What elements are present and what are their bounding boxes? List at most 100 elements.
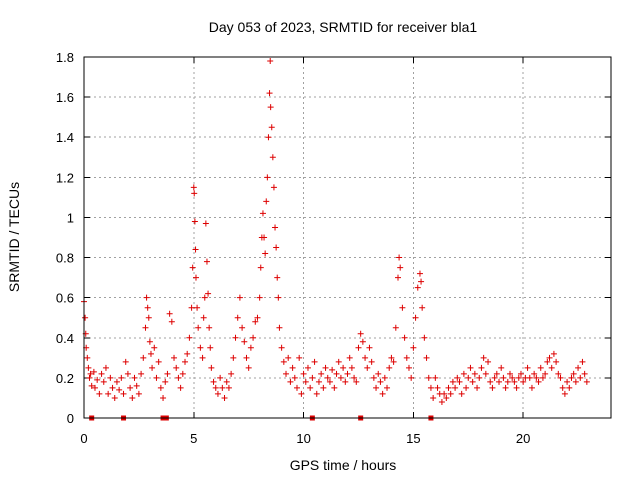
y-tick-label: 1 [67, 210, 74, 225]
data-point [414, 284, 421, 291]
data-point [192, 246, 199, 253]
data-point [256, 294, 263, 301]
data-point [82, 314, 89, 321]
data-point [568, 374, 575, 381]
data-point [548, 364, 555, 371]
data-point [491, 374, 498, 381]
data-point [267, 104, 274, 111]
data-points [81, 58, 590, 405]
data-point [480, 354, 487, 361]
data-point [489, 384, 496, 391]
data-point [531, 370, 538, 377]
data-point [318, 370, 325, 377]
data-point [430, 394, 437, 401]
data-point [412, 314, 419, 321]
data-point [471, 370, 478, 377]
data-point [309, 374, 316, 381]
data-point [208, 364, 215, 371]
data-point [524, 364, 531, 371]
data-point [86, 374, 93, 381]
data-point [144, 304, 151, 311]
data-point [261, 234, 268, 241]
data-point [553, 358, 560, 365]
data-point [416, 270, 423, 277]
data-point [175, 374, 182, 381]
data-point [113, 378, 120, 385]
data-point [85, 364, 92, 371]
data-point [311, 358, 318, 365]
data-point [190, 184, 197, 191]
data-point [129, 394, 136, 401]
data-point [149, 364, 156, 371]
data-point [199, 354, 206, 361]
data-point [533, 374, 540, 381]
data-point [109, 384, 116, 391]
data-point [443, 394, 450, 401]
data-point [266, 90, 273, 97]
data-point [245, 364, 252, 371]
data-point [456, 378, 463, 385]
data-point [276, 324, 283, 331]
data-point [500, 374, 507, 381]
data-point [340, 364, 347, 371]
data-point [423, 354, 430, 361]
data-point [476, 374, 483, 381]
data-point [267, 58, 274, 65]
data-point [355, 344, 362, 351]
data-point [346, 354, 353, 361]
data-point [206, 324, 213, 331]
x-tick-label: 10 [296, 431, 310, 446]
data-point [408, 374, 415, 381]
data-point [557, 374, 564, 381]
data-point [386, 364, 393, 371]
data-point [298, 390, 305, 397]
x-axis-label: GPS time / hours [290, 457, 397, 473]
data-point [375, 370, 382, 377]
data-point [390, 358, 397, 365]
data-point [296, 354, 303, 361]
data-point [335, 358, 342, 365]
data-point [506, 370, 513, 377]
data-point [392, 324, 399, 331]
data-point [331, 384, 338, 391]
data-point [313, 390, 320, 397]
data-point [396, 254, 403, 261]
data-point [344, 370, 351, 377]
data-point [285, 354, 292, 361]
data-point [333, 370, 340, 377]
data-point [88, 382, 95, 389]
data-point [195, 324, 202, 331]
data-point [243, 354, 250, 361]
data-point [425, 374, 432, 381]
data-point [564, 378, 571, 385]
data-point [353, 378, 360, 385]
y-tick-label: 0 [67, 411, 74, 426]
data-point [320, 384, 327, 391]
data-point [262, 250, 269, 257]
data-point [572, 378, 579, 385]
data-point [91, 384, 98, 391]
data-point [188, 304, 195, 311]
data-point [162, 378, 169, 385]
data-point [118, 374, 125, 381]
data-point [575, 364, 582, 371]
data-point [135, 390, 142, 397]
data-point [405, 364, 412, 371]
x-tick-label: 5 [190, 431, 197, 446]
data-point [100, 378, 107, 385]
data-point [210, 378, 217, 385]
data-point [438, 398, 445, 405]
data-point [410, 344, 417, 351]
data-point [515, 374, 522, 381]
data-point [509, 374, 516, 381]
data-point [482, 370, 489, 377]
data-point [272, 224, 279, 231]
data-point [269, 154, 276, 161]
data-point [207, 344, 214, 351]
data-point [579, 358, 586, 365]
data-point [418, 278, 425, 285]
data-point [381, 374, 388, 381]
data-point [542, 370, 549, 377]
data-point [432, 374, 439, 381]
y-tick-label: 0.8 [56, 251, 74, 266]
